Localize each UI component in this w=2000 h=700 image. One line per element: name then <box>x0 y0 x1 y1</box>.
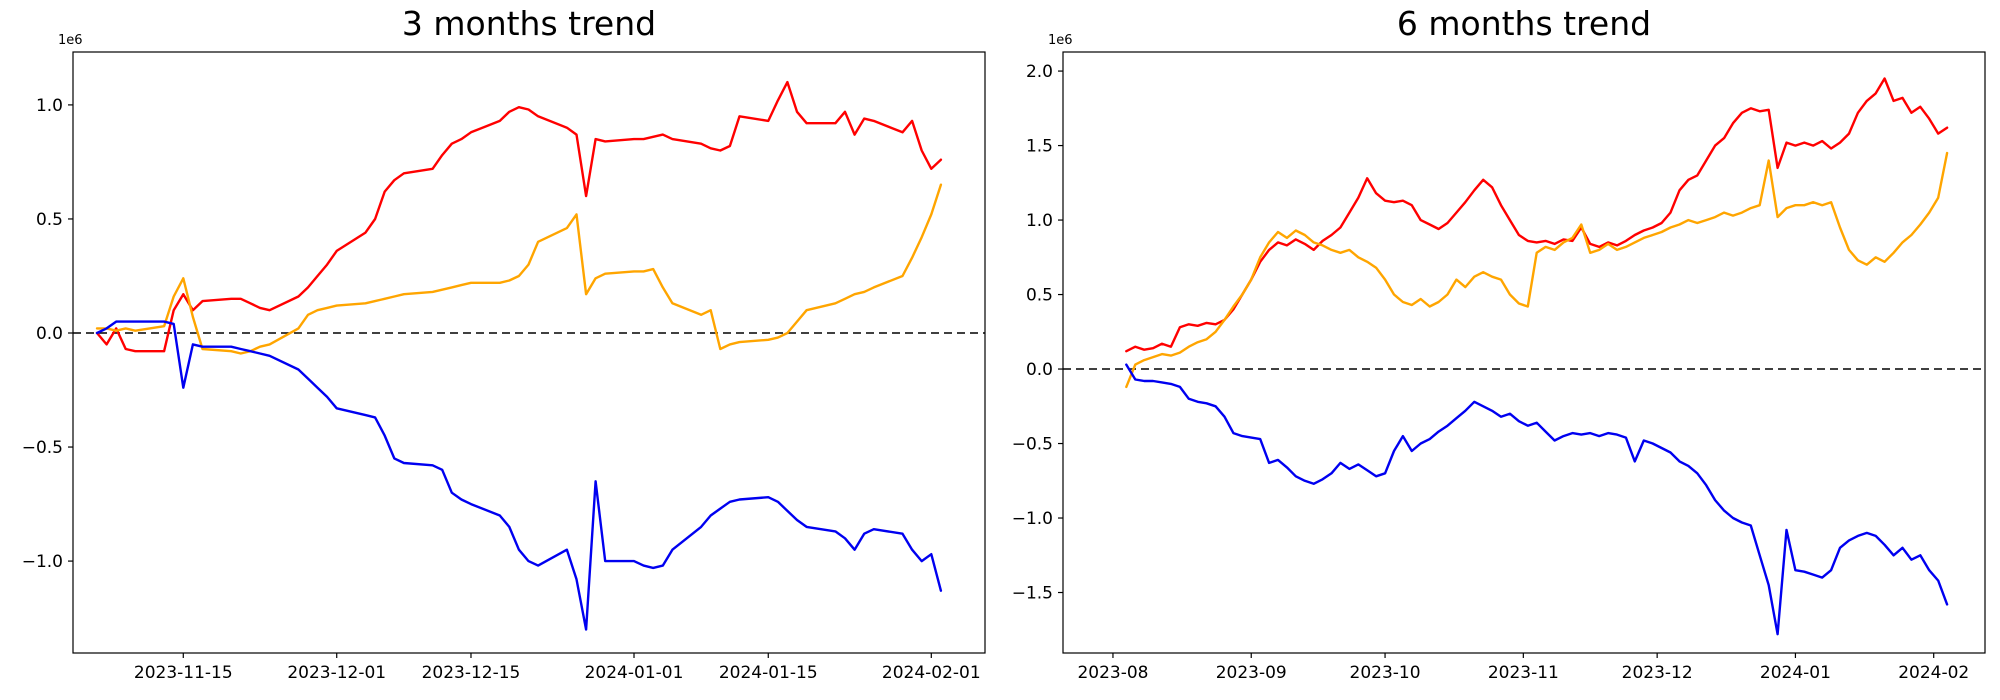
y-tick-label: 1.0 <box>36 96 63 116</box>
series-line-blue <box>95 320 943 631</box>
x-tick-label: 2023-10 <box>1350 663 1421 683</box>
x-tick-label: 2024-02 <box>1898 663 1969 683</box>
y-tick-label: 2.0 <box>1026 62 1053 82</box>
series-line-red <box>1125 77 1949 353</box>
x-tick-label: 2023-12-15 <box>422 663 521 683</box>
series-line-red <box>95 80 943 353</box>
x-tick-label: 2023-12 <box>1622 663 1693 683</box>
x-tick-label: 2024-01-01 <box>585 663 684 683</box>
x-tick-label: 2024-01-15 <box>719 663 818 683</box>
y-tick-label: −0.5 <box>22 438 63 458</box>
x-tick-label: 2023-09 <box>1216 663 1287 683</box>
chart-title-3-months: 3 months trend <box>401 4 657 43</box>
series-line-orange <box>95 183 943 355</box>
axes-frame <box>1062 51 1986 654</box>
axes-frame <box>72 51 986 654</box>
y-tick-label: 0.5 <box>1026 286 1053 306</box>
y-axis-offset-label-right: 1e6 <box>1048 33 1073 48</box>
y-tick-label: 0.0 <box>36 324 63 344</box>
y-tick-label: −1.0 <box>22 552 63 572</box>
y-tick-label: 1.0 <box>1026 211 1053 231</box>
y-tick-label: 0.5 <box>36 210 63 230</box>
y-tick-label: −1.5 <box>1012 584 1053 604</box>
chart-title-6-months: 6 months trend <box>1396 4 1652 43</box>
x-tick-label: 2023-08 <box>1077 663 1148 683</box>
y-tick-label: −0.5 <box>1012 435 1053 455</box>
y-tick-label: 1.5 <box>1026 137 1053 157</box>
y-tick-label: −1.0 <box>1012 509 1053 529</box>
x-tick-label: 2024-02-01 <box>882 663 981 683</box>
series-line-blue <box>1125 363 1949 636</box>
x-tick-label: 2023-11 <box>1488 663 1559 683</box>
x-tick-label: 2023-11-15 <box>134 663 233 683</box>
y-tick-label: 0.0 <box>1026 360 1053 380</box>
x-tick-label: 2024-01 <box>1760 663 1831 683</box>
series-line-orange <box>1125 151 1949 389</box>
x-tick-label: 2023-12-01 <box>287 663 386 683</box>
y-axis-offset-label-left: 1e6 <box>58 33 83 48</box>
